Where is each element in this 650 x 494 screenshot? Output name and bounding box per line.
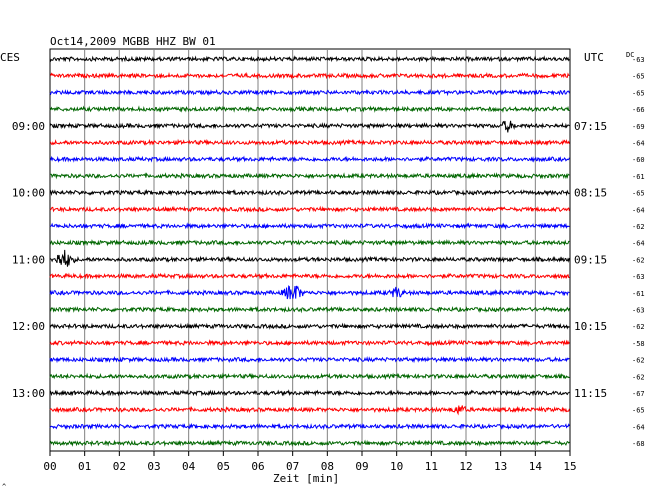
dc-offset-label: -61 bbox=[632, 290, 645, 298]
x-tick-label: 12 bbox=[459, 460, 472, 473]
dc-offset-label: -62 bbox=[632, 373, 645, 381]
dc-offset-label: -68 bbox=[632, 440, 645, 448]
trace-line bbox=[49, 305, 570, 314]
dc-offset-label: -66 bbox=[632, 106, 645, 114]
trace-line bbox=[49, 422, 570, 431]
x-tick-label: 01 bbox=[78, 460, 91, 473]
x-tick-label: 04 bbox=[182, 460, 196, 473]
x-tick-label: 13 bbox=[494, 460, 507, 473]
x-tick-label: 10 bbox=[390, 460, 403, 473]
dc-offset-label: -62 bbox=[632, 357, 645, 365]
trace-line bbox=[49, 205, 570, 214]
right-time-label: 08:15 bbox=[574, 187, 607, 200]
trace-line bbox=[49, 355, 570, 364]
trace-line bbox=[49, 71, 570, 80]
right-timezone-label: UTC bbox=[584, 51, 604, 64]
dc-offset-label: -65 bbox=[632, 73, 645, 81]
dc-offset-label: -63 bbox=[632, 56, 645, 64]
right-time-label: 09:15 bbox=[574, 253, 607, 266]
trace-line bbox=[49, 55, 570, 63]
left-time-label: 11:00 bbox=[12, 253, 45, 266]
left-time-label: 12:00 bbox=[12, 320, 45, 333]
dc-offset-label: -67 bbox=[632, 390, 645, 398]
x-tick-label: 14 bbox=[529, 460, 543, 473]
dc-offset-label: -58 bbox=[632, 340, 645, 348]
right-time-label: 10:15 bbox=[574, 320, 607, 333]
chart-title: Oct14,2009 MGBB HHZ BW 01 bbox=[50, 35, 216, 48]
trace-line bbox=[49, 105, 570, 113]
dc-offset-label: -69 bbox=[632, 123, 645, 131]
right-time-label: 07:15 bbox=[574, 120, 607, 133]
trace-line bbox=[49, 439, 570, 447]
trace-line bbox=[49, 188, 570, 197]
x-tick-label: 08 bbox=[321, 460, 334, 473]
dc-offset-label: -64 bbox=[632, 423, 645, 431]
plot-frame bbox=[49, 48, 571, 452]
x-tick-label: 03 bbox=[147, 460, 160, 473]
dc-offset-label: -64 bbox=[632, 240, 645, 248]
trace-line bbox=[49, 389, 570, 397]
trace-line bbox=[49, 322, 570, 330]
dc-offset-label: -62 bbox=[632, 323, 645, 331]
dc-offset-label: -65 bbox=[632, 407, 645, 415]
left-time-label: 13:00 bbox=[12, 387, 45, 400]
trace-line bbox=[49, 222, 570, 230]
x-tick-label: 09 bbox=[355, 460, 368, 473]
trace-group bbox=[49, 55, 570, 447]
trace-line bbox=[49, 238, 570, 247]
left-time-label: 09:00 bbox=[12, 120, 45, 133]
dc-offset-header: DC bbox=[626, 51, 634, 59]
time-label-group: 09:00 10:00 11:00 12:00 13:00 07:15 08:15 09:15… bbox=[12, 120, 607, 400]
trace-line bbox=[49, 285, 570, 300]
x-tick-label: 15 bbox=[563, 460, 576, 473]
left-time-label: 10:00 bbox=[12, 187, 45, 200]
trace-line bbox=[49, 155, 570, 163]
dc-offset-label: -63 bbox=[632, 307, 645, 315]
right-time-label: 11:15 bbox=[574, 387, 607, 400]
trace-line bbox=[49, 172, 570, 180]
trace-line bbox=[49, 249, 570, 267]
dc-offset-label: -62 bbox=[632, 223, 645, 231]
trace-line bbox=[49, 405, 570, 416]
minute-grid bbox=[84, 49, 536, 451]
trace-line bbox=[49, 272, 570, 280]
dc-offset-label: -62 bbox=[632, 256, 645, 264]
dc-offset-label: -65 bbox=[632, 190, 645, 198]
corner-mark: ^ bbox=[2, 483, 6, 491]
x-tick-label: 06 bbox=[251, 460, 264, 473]
x-tick-group: 00 01 02 03 04 05 06 07 08 09 10 11 12 13 14 15 bbox=[43, 451, 577, 473]
dc-offset-label: -64 bbox=[632, 206, 645, 214]
x-tick-label: 02 bbox=[113, 460, 126, 473]
x-tick-label: 00 bbox=[43, 460, 56, 473]
x-axis-label: Zeit [min] bbox=[273, 472, 339, 485]
trace-line bbox=[49, 138, 570, 147]
x-tick-label: 07 bbox=[286, 460, 299, 473]
dc-offset-label: -61 bbox=[632, 173, 645, 181]
trace-line bbox=[49, 88, 570, 97]
trace-line bbox=[49, 372, 570, 381]
dc-offset-label: -64 bbox=[632, 140, 645, 148]
dc-offset-label: -63 bbox=[632, 273, 645, 281]
dc-offset-label: -65 bbox=[632, 89, 645, 97]
dc-offset-group: -63 -65 -65 -66 -69 -64 -60 -61 -65 -64 -62 -64 -62 -… bbox=[632, 56, 645, 448]
trace-line bbox=[49, 339, 570, 347]
left-timezone-label: CES bbox=[0, 51, 20, 64]
dc-offset-label: -60 bbox=[632, 156, 645, 164]
x-tick-label: 11 bbox=[425, 460, 438, 473]
x-tick-label: 05 bbox=[217, 460, 230, 473]
trace-line bbox=[49, 120, 570, 133]
